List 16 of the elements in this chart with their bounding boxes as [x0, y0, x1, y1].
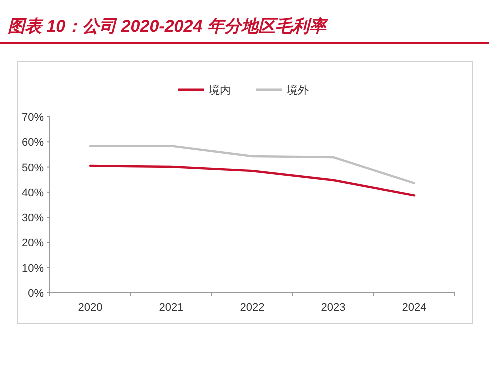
title: 图表 10：公司 2020-2024 年分地区毛利率: [8, 17, 326, 36]
y-tick-label: 50%: [22, 162, 44, 174]
legend-label: 境外: [286, 84, 309, 97]
y-tick-label: 60%: [22, 137, 44, 150]
x-tick-label: 2021: [159, 302, 184, 314]
y-tick-label: 10%: [22, 262, 44, 275]
y-tick-label: 40%: [22, 187, 44, 200]
x-tick-label: 2022: [240, 302, 265, 314]
x-tick-label: 2020: [78, 302, 103, 314]
x-tick-label: 2023: [321, 302, 346, 314]
y-tick-label: 30%: [22, 212, 44, 225]
y-tick-label: 0%: [28, 288, 44, 300]
x-tick-label: 2024: [402, 302, 427, 314]
y-tick-label: 20%: [22, 238, 44, 250]
legend-label: 境内: [208, 84, 231, 97]
y-tick-label: 70%: [22, 112, 44, 124]
